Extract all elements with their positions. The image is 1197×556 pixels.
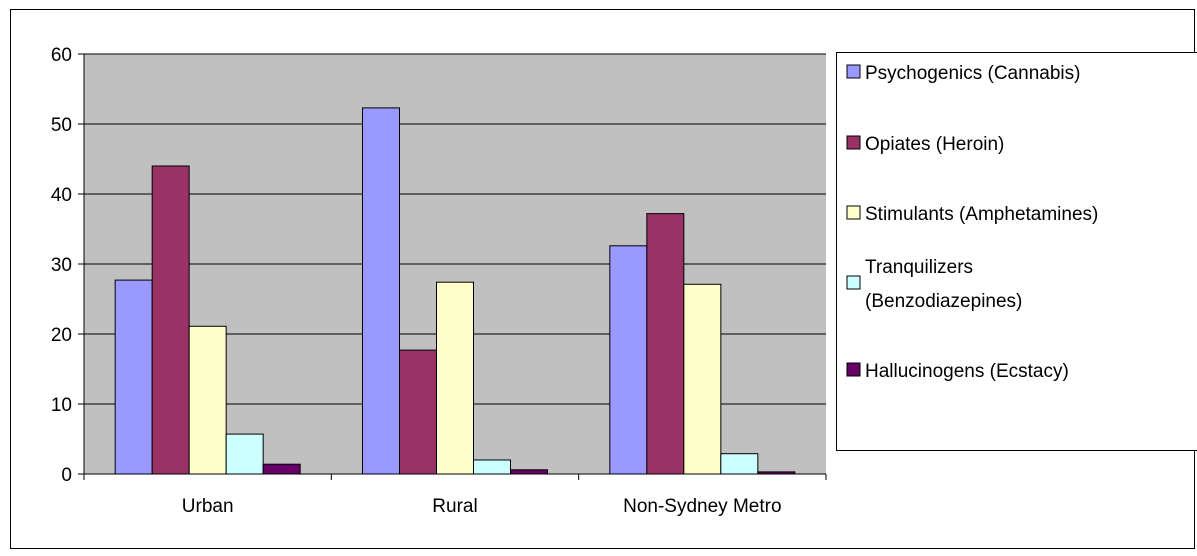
y-tick-label: 60 — [51, 45, 72, 66]
bar — [437, 282, 474, 474]
bar — [647, 214, 684, 474]
legend-label: Hallucinogens (Ecstacy) — [865, 361, 1069, 382]
y-tick-label: 20 — [51, 325, 72, 346]
bar — [400, 350, 437, 474]
legend-swatch — [847, 276, 860, 289]
y-tick-label: 30 — [51, 255, 72, 276]
legend-swatch — [847, 136, 860, 149]
y-tick-label: 50 — [51, 115, 72, 136]
legend-swatch — [847, 363, 860, 376]
legend-label: Stimulants (Amphetamines) — [865, 204, 1098, 225]
x-tick-label: Urban — [182, 496, 234, 517]
bar — [115, 280, 152, 474]
x-tick-label: Rural — [432, 496, 477, 517]
y-tick-label: 40 — [51, 185, 72, 206]
y-tick-label: 0 — [61, 465, 72, 486]
bar — [189, 326, 226, 474]
bar — [263, 464, 300, 474]
bar — [721, 454, 758, 474]
bar — [610, 246, 647, 474]
legend-label: Psychogenics (Cannabis) — [865, 63, 1080, 84]
bar — [474, 460, 511, 474]
legend-box — [837, 53, 1197, 451]
bar — [152, 166, 189, 474]
bar — [226, 434, 263, 474]
bar — [511, 470, 548, 474]
bar — [363, 108, 400, 474]
y-tick-label: 10 — [51, 395, 72, 416]
bar — [684, 284, 721, 474]
legend-label: Opiates (Heroin) — [865, 134, 1004, 155]
legend-swatch — [847, 65, 860, 78]
x-tick-label: Non-Sydney Metro — [623, 496, 781, 517]
legend-swatch — [847, 206, 860, 219]
legend: Psychogenics (Cannabis) Opiates (Heroin) S… — [837, 53, 1197, 451]
